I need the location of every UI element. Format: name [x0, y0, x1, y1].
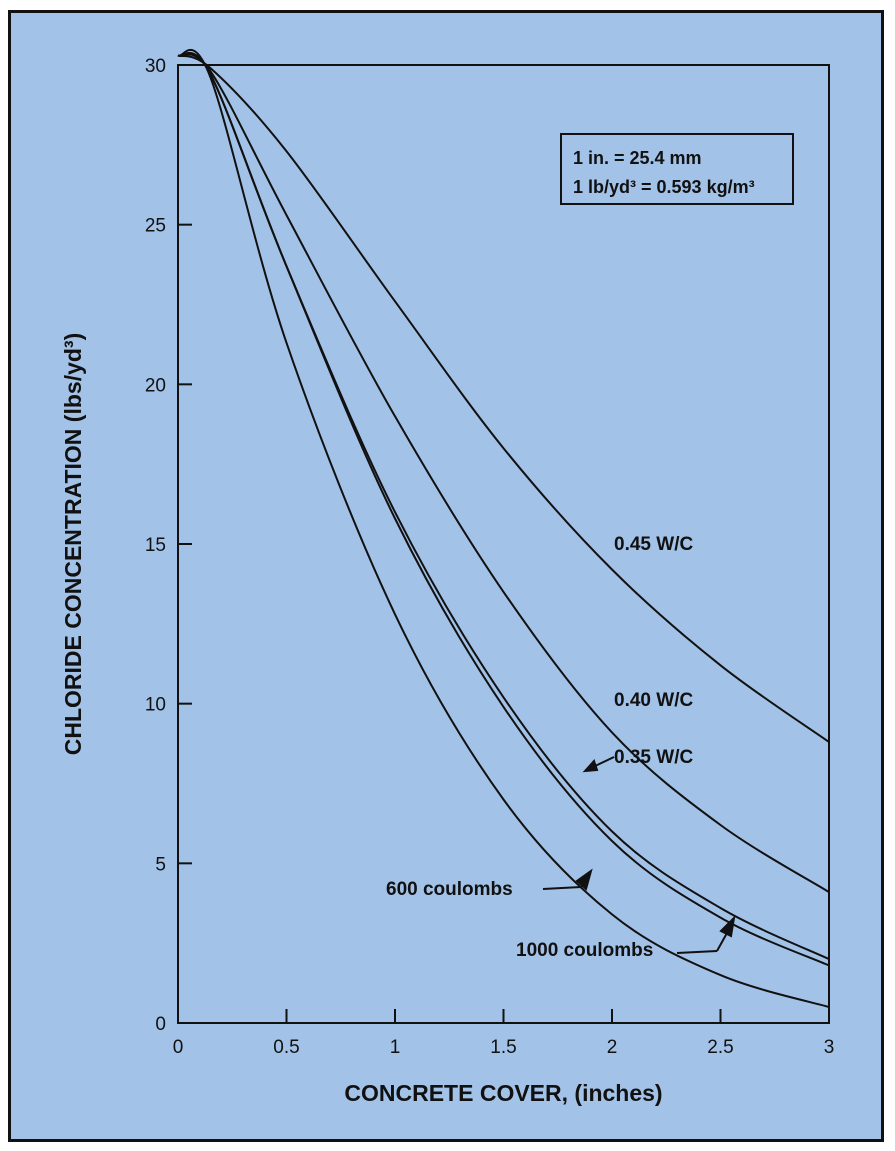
x-tick-label: 3 — [824, 1037, 835, 1058]
series-line-600-coulombs — [177, 49, 830, 1008]
y-tick-label: 25 — [145, 216, 166, 237]
units-note-box — [560, 133, 794, 205]
series-line-0-40-w-c — [177, 53, 830, 893]
units-note-line2: 1 lb/yd³ = 0.593 kg/m³ — [573, 177, 755, 197]
series-label-600-coulombs: 600 coulombs — [386, 879, 513, 900]
y-tick-label: 10 — [145, 695, 166, 716]
units-note-line1: 1 in. = 25.4 mm — [573, 148, 702, 168]
arrow-600-coulombs — [542, 886, 582, 890]
x-axis-ticks: 0 0.5 1 1.5 2 2.5 3 — [173, 1009, 835, 1058]
x-tick-label: 1.5 — [490, 1037, 516, 1058]
y-tick-label: 20 — [145, 375, 166, 396]
x-tick-label: 2.5 — [707, 1037, 733, 1058]
series-line-1000-coulombs — [177, 52, 830, 967]
chloride-chart: 0 0.5 1 1.5 2 2.5 3 0 5 10 15 20 25 30 CONCRETE COVE… — [60, 49, 835, 1106]
series-line-0-45-w-c — [177, 54, 830, 743]
arrow-1000-coulombs-bend — [716, 932, 728, 952]
series-lines — [177, 49, 830, 1008]
y-tick-label: 15 — [145, 535, 166, 556]
figure-frame: 0 0.5 1 1.5 2 2.5 3 0 5 10 15 20 25 30 CONCRETE COVE… — [8, 10, 884, 1142]
y-tick-label: 5 — [155, 854, 166, 875]
x-tick-label: 0 — [173, 1037, 184, 1058]
series-label-1000-coulombs: 1000 coulombs — [516, 940, 653, 961]
arrow-1000-coulombs — [676, 950, 718, 954]
y-tick-label: 0 — [155, 1014, 166, 1035]
arrow-1000-coulombs-head — [719, 915, 736, 938]
series-label-035-wc: 0.35 W/C — [614, 747, 693, 768]
series-label-040-wc: 0.40 W/C — [614, 690, 693, 711]
y-tick-label: 30 — [145, 56, 166, 77]
x-tick-label: 0.5 — [273, 1037, 299, 1058]
arrow-035-wc — [592, 756, 615, 768]
x-axis-title: CONCRETE COVER, (inches) — [344, 1080, 662, 1106]
units-note: 1 in. = 25.4 mm 1 lb/yd³ = 0.593 kg/m³ — [560, 133, 794, 205]
leader-arrows — [542, 756, 736, 954]
arrow-600-coulombs-bend — [580, 874, 590, 888]
y-axis-title: CHLORIDE CONCENTRATION (lbs/yd³) — [60, 333, 86, 756]
x-tick-label: 1 — [390, 1037, 401, 1058]
arrow-035-wc-head — [582, 759, 599, 773]
series-label-045-wc: 0.45 W/C — [614, 534, 693, 555]
y-axis-ticks: 0 5 10 15 20 25 30 — [145, 56, 192, 1035]
x-tick-label: 2 — [607, 1037, 618, 1058]
